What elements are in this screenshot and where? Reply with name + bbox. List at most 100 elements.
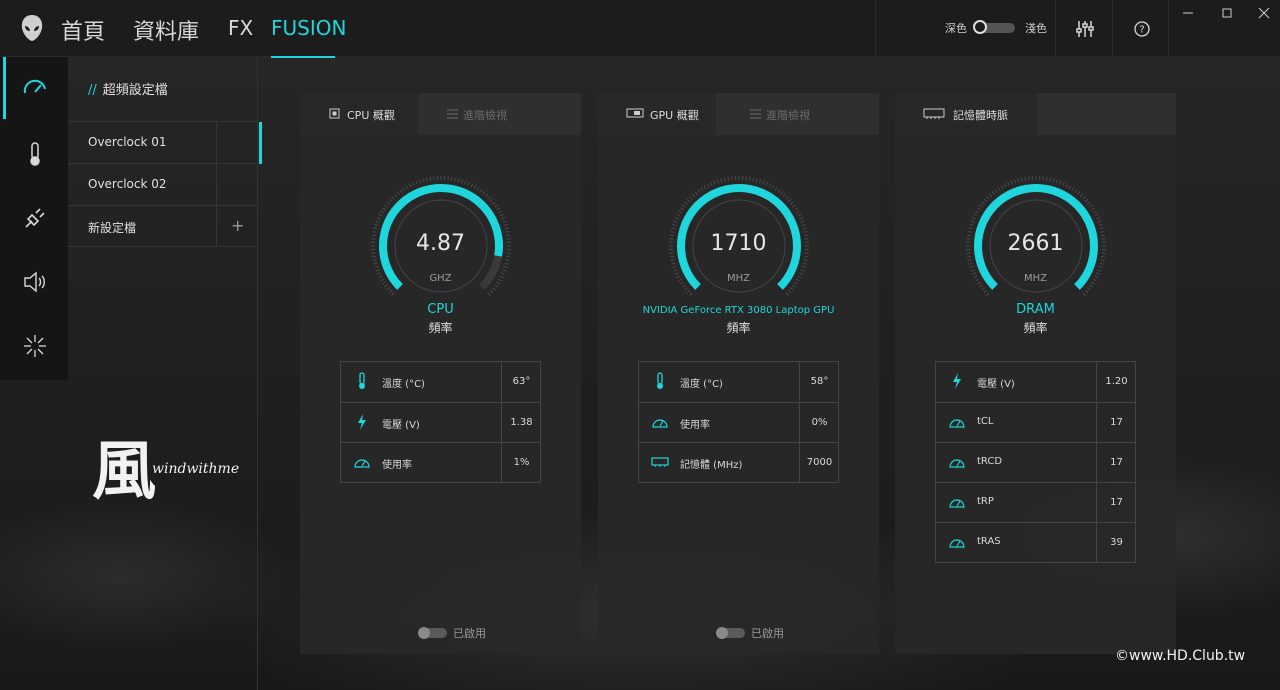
- gauge-tick: [802, 262, 807, 265]
- svg-text:?: ?: [1139, 25, 1144, 36]
- gauge-tick: [380, 210, 385, 214]
- gauge-tick: [1101, 234, 1106, 237]
- thermometer-icon: [359, 372, 365, 389]
- gauge-tick: [467, 181, 470, 186]
- gauge-tick: [975, 278, 980, 282]
- nav-fusion[interactable]: FUSION: [271, 16, 346, 58]
- maximize-icon[interactable]: [1220, 6, 1234, 20]
- gauge-inner-ring: [692, 199, 786, 293]
- gauge-tick: [713, 180, 716, 185]
- gauge-tick: [487, 292, 491, 296]
- gauge-tick: [1059, 180, 1062, 185]
- memory-icon: [923, 108, 945, 119]
- gauge-fill: [379, 184, 503, 290]
- gauge-tick: [1097, 220, 1102, 223]
- alien-logo-icon[interactable]: [20, 14, 44, 42]
- enable-switch[interactable]: [716, 627, 745, 639]
- theme-switch[interactable]: [973, 20, 1015, 34]
- profile-label: Overclock 01: [88, 135, 167, 149]
- profile-item-overclock-01[interactable]: Overclock 01: [68, 121, 262, 164]
- gauge-tick: [1007, 181, 1010, 186]
- gauge-tick: [758, 179, 762, 184]
- stat-value: 17: [1096, 483, 1136, 522]
- gauge-tick: [470, 183, 474, 188]
- rail-thermal[interactable]: [0, 123, 68, 185]
- tab-memory-clock[interactable]: 記憶體時脈: [895, 93, 1037, 135]
- gauge-tick: [673, 220, 678, 223]
- help-icon[interactable]: ?: [1130, 17, 1154, 41]
- sliders-icon[interactable]: [1073, 17, 1097, 41]
- credit-text: ©www.HD.Club.tw: [1115, 648, 1246, 664]
- gauge-tick: [1084, 289, 1089, 294]
- gauge-tick: [503, 223, 508, 227]
- gauge-tick: [680, 281, 684, 285]
- rail-lighting[interactable]: [0, 315, 68, 377]
- tab-gpu-advanced[interactable]: 進階檢視: [716, 93, 879, 135]
- enable-switch[interactable]: [418, 627, 447, 639]
- cpu-frequency-gauge: [371, 176, 511, 296]
- gauge-tick: [386, 201, 391, 205]
- stat-label: 溫度 (°C): [382, 379, 425, 390]
- gauge-tick: [1055, 179, 1059, 184]
- rail-power[interactable]: [0, 187, 68, 249]
- rail-overclock[interactable]: [0, 57, 68, 119]
- gauge-tick: [672, 223, 677, 227]
- gauge-tick: [968, 227, 973, 230]
- gauge-tick: [1079, 193, 1084, 198]
- theme-dark-label: 深色: [945, 22, 967, 35]
- gauge-tick: [680, 207, 684, 211]
- nav-library[interactable]: 資料庫: [133, 20, 200, 45]
- gauge-tick: [372, 230, 377, 233]
- gauge-tick: [1013, 179, 1017, 184]
- gauge-tick: [506, 255, 511, 258]
- gauge-tick: [484, 193, 489, 198]
- gauge-tick: [1024, 176, 1027, 181]
- rail-audio[interactable]: [0, 251, 68, 313]
- gauge-tick: [706, 183, 710, 188]
- gauge-name: NVIDIA GeForce RTX 3080 Laptop GPU: [642, 305, 835, 316]
- gauge-tick: [983, 289, 988, 294]
- profile-panel: //超頻設定檔 Overclock 01 Overclock 02 新設定檔 +: [68, 57, 262, 690]
- profile-cell[interactable]: [216, 122, 262, 164]
- profile-cell[interactable]: [216, 164, 257, 205]
- tab-cpu-overview[interactable]: CPU 概觀: [300, 93, 418, 135]
- profile-panel-title: //超頻設定檔: [88, 83, 168, 98]
- gauge-tick: [986, 292, 990, 296]
- minimize-icon[interactable]: [1181, 6, 1195, 20]
- gauge-tick: [454, 177, 457, 182]
- profile-item-new[interactable]: 新設定檔 +: [68, 205, 257, 247]
- gauge-tick: [723, 177, 726, 182]
- gauge-tick: [494, 284, 498, 288]
- gauge-tick: [489, 198, 494, 203]
- gauge-icon: [949, 499, 965, 508]
- add-profile-button[interactable]: +: [216, 206, 257, 247]
- profile-item-overclock-02[interactable]: Overclock 02: [68, 163, 257, 205]
- nav-home[interactable]: 首頁: [61, 20, 106, 45]
- tab-cpu-advanced[interactable]: 進階檢視: [418, 93, 581, 135]
- light-burst-icon: [24, 335, 46, 357]
- gauge-tick: [684, 287, 689, 291]
- gauge-tick: [460, 179, 464, 184]
- gauge-tick: [375, 220, 380, 223]
- stats-table: 溫度 (°C) 63° 電壓 (V) 1.38 使用率 1%: [340, 361, 541, 483]
- stat-value: 7000: [799, 443, 839, 482]
- stat-value: 0%: [799, 403, 839, 442]
- stat-row: tRP 17: [936, 482, 1135, 522]
- gauge-tick: [1091, 281, 1095, 285]
- tab-gpu-overview[interactable]: GPU 概觀: [598, 93, 716, 135]
- gauge-tick: [710, 181, 713, 186]
- gauge-tick: [1086, 287, 1091, 291]
- gauge-tick: [388, 289, 393, 294]
- gauge-tick: [670, 230, 675, 233]
- gauge-tick: [800, 220, 805, 223]
- close-icon[interactable]: [1257, 6, 1271, 20]
- gauge-tick: [684, 201, 689, 205]
- gauge-tick: [408, 183, 412, 188]
- memory-card: 記憶體時脈 2661 MHZ DRAM 頻率 電壓 (V) 1.20 tCL 17 tR…: [895, 93, 1176, 654]
- gauge-tick: [386, 287, 391, 291]
- gauge-tick: [794, 281, 798, 285]
- nav-fx[interactable]: FX: [228, 16, 254, 40]
- gauge-tick: [969, 223, 974, 227]
- gauge-tick: [988, 193, 993, 198]
- gauge-icon: [949, 539, 965, 548]
